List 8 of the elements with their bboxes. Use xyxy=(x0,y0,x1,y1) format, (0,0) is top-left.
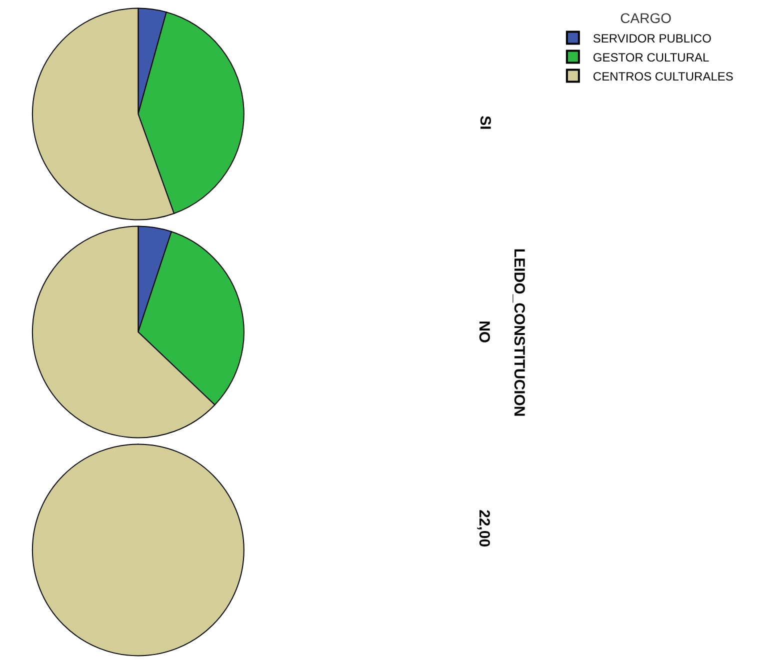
text: LEIDO_CONSTITUCION xyxy=(510,248,528,417)
slice-label: 22,00 xyxy=(475,510,492,548)
legend-label: GESTOR CULTURAL xyxy=(592,50,710,64)
slice-label: SI xyxy=(476,116,494,130)
slice-label: NO xyxy=(475,320,492,344)
legend-label: SERVIDOR PUBLICO xyxy=(592,31,712,46)
legend-title: CARGO xyxy=(620,10,672,26)
legend-label: CENTROS CULTURALES xyxy=(592,69,734,84)
